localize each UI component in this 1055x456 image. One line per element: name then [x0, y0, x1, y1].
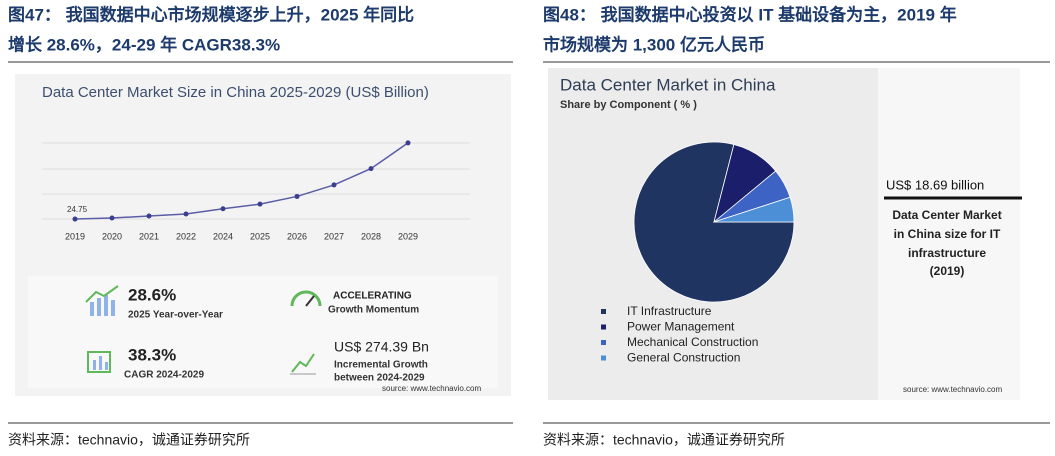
callout-text: infrastructure [908, 246, 986, 260]
stat-value: US$ 274.39 Bn [334, 339, 429, 355]
point [183, 211, 189, 217]
stat-label: 2025 Year-over-Year [128, 310, 223, 321]
callout-text: in China size for IT [894, 227, 1001, 241]
slice [713, 196, 795, 223]
callout-value: US$ 18.69 billion [886, 177, 984, 192]
x-tick-label: 2024 [213, 231, 233, 241]
x-tick-label: 2028 [361, 231, 381, 241]
source: 资料来源：technavio，诚通证券研究所 [8, 432, 250, 448]
source: 资料来源：technavio，诚通证券研究所 [543, 432, 785, 448]
icon [85, 285, 322, 375]
chart-subtitle: Share by Component ( % ) [560, 99, 697, 111]
line [74, 142, 409, 220]
legend-swatch [601, 324, 606, 330]
callout-text: (2019) [930, 264, 965, 278]
point [405, 140, 411, 146]
point [294, 193, 300, 199]
callout-panel [878, 68, 1020, 400]
x-tick-label: 2029 [398, 231, 418, 241]
stat-value: ACCELERATING [333, 291, 412, 302]
x-tick-label: 2019 [65, 231, 85, 241]
x-tick-label: 2021 [139, 231, 159, 241]
chart-source: source: www.technavio.com [382, 384, 481, 393]
legend-label: Power Management [627, 320, 735, 334]
chart-title: Data Center Market Size in China 2025-20… [42, 84, 429, 101]
x-tick-label: 2020 [102, 231, 122, 241]
point [220, 206, 226, 212]
stat-value: 28.6% [128, 285, 176, 304]
chart-source: source: www.technavio.com [903, 385, 1002, 394]
point [331, 182, 337, 188]
legend-label: General Construction [627, 351, 740, 365]
point [109, 215, 115, 221]
x-tick-label: 2022 [176, 231, 196, 241]
caption: 增长 28.6%，24-29 年 CAGR38.3% [8, 34, 280, 54]
chart-title: Data Center Market in China [560, 75, 776, 94]
legend-swatch [601, 309, 606, 314]
stat-label: CAGR 2024-2029 [124, 370, 204, 381]
point [257, 201, 263, 207]
legend-swatch [601, 355, 606, 361]
caption: 图47： 我国数据中心市场规模逐步上升，2025 年同比 [8, 4, 414, 24]
point [72, 216, 78, 222]
data-label: 24.75 [67, 205, 88, 214]
x-tick-label: 2027 [324, 231, 344, 241]
point [368, 166, 374, 172]
legend-label: IT Infrastructure [627, 304, 712, 318]
stat-label: Growth Momentum [328, 305, 419, 316]
caption: 图48： 我国数据中心投资以 IT 基础设备为主，2019 年 [543, 4, 957, 24]
stat-value: 38.3% [128, 345, 176, 364]
x-tick-label: 2026 [287, 231, 307, 241]
callout-text: Data Center Market [892, 208, 1001, 222]
stat-label: between 2024-2029 [334, 373, 425, 384]
point [146, 213, 152, 219]
legend-label: Mechanical Construction [627, 335, 758, 349]
legend-swatch [601, 340, 606, 345]
stat-label: Incremental Growth [334, 360, 428, 371]
x-tick-label: 2025 [250, 231, 270, 241]
caption: 市场规模为 1,300 亿元人民币 [543, 34, 765, 54]
